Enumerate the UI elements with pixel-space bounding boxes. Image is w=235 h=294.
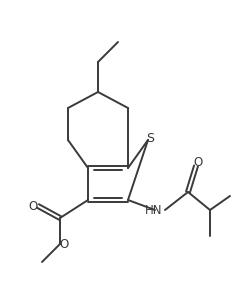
Text: S: S <box>146 133 154 146</box>
Text: O: O <box>59 238 69 250</box>
Text: O: O <box>193 156 203 168</box>
Text: HN: HN <box>145 205 163 218</box>
Text: O: O <box>28 200 38 213</box>
